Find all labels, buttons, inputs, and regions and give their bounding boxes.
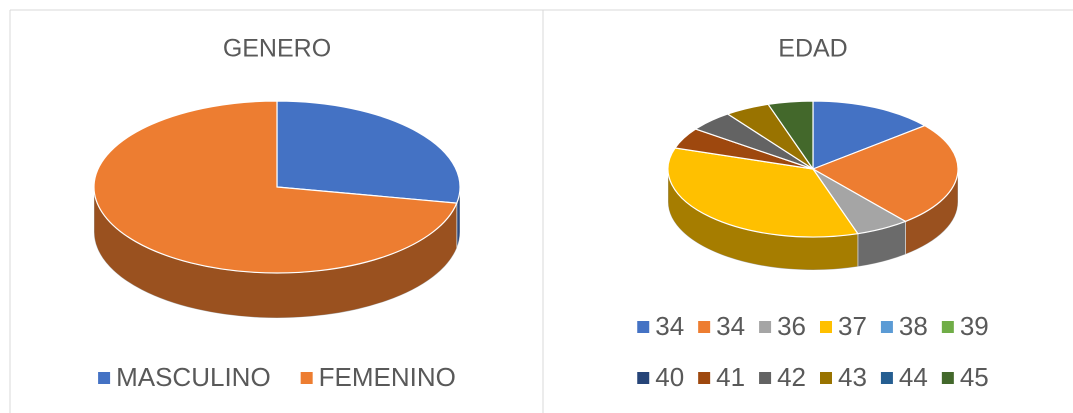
- legend-swatch: [941, 321, 954, 333]
- legend-item: 36: [759, 311, 806, 341]
- chart-title: GENERO: [223, 35, 331, 63]
- legend-label: 34: [655, 311, 684, 341]
- legend-label: 37: [838, 311, 867, 341]
- legend-swatch: [698, 372, 711, 384]
- legend-label: 42: [777, 362, 806, 392]
- legend: MASCULINO FEMENINO: [98, 362, 456, 392]
- legend-label: FEMENINO: [319, 362, 456, 392]
- slice-top: [812, 100, 927, 170]
- legend-swatch: [941, 372, 954, 384]
- legend-swatch: [820, 372, 832, 384]
- chart-title: EDAD: [778, 35, 847, 63]
- legend-label: 38: [899, 311, 928, 341]
- legend-item: 40: [637, 362, 684, 392]
- legend-swatch: [759, 372, 772, 384]
- legend-item: 38: [880, 311, 928, 341]
- legend-swatch: [880, 372, 893, 384]
- legend-item: 41: [698, 362, 745, 392]
- slice-top: [276, 100, 461, 204]
- pie-slice: [767, 100, 814, 171]
- slice-side-shade: [905, 169, 958, 255]
- pie-slice: [812, 168, 907, 268]
- slice-top: [93, 100, 458, 274]
- legend-label: 34: [716, 311, 745, 341]
- legend-swatch: [880, 321, 893, 333]
- slice-top: [767, 100, 814, 171]
- legend-item: 37: [820, 311, 867, 341]
- legend-label: MASCULINO: [116, 362, 271, 392]
- legend-item: 34: [637, 311, 684, 341]
- slice-side-shade: [668, 169, 858, 270]
- legend-item: 44: [880, 362, 928, 392]
- legend-swatch: [698, 321, 711, 333]
- legend: 34 34 36 37 38 39 40 41 42 43 44 45: [637, 311, 989, 392]
- legend-label: 39: [960, 311, 989, 341]
- legend-item: MASCULINO: [98, 362, 271, 392]
- legend-swatch: [98, 372, 111, 384]
- legend-label: 44: [899, 362, 928, 392]
- legend-item: 39: [941, 311, 989, 341]
- legend-item: 42: [759, 362, 806, 392]
- slice-side-shade: [857, 221, 906, 267]
- pie-slice: [667, 147, 859, 271]
- legend-item: 34: [698, 311, 745, 341]
- legend-swatch: [759, 321, 772, 333]
- slice-top: [667, 147, 859, 238]
- pie-slice: [811, 124, 959, 255]
- slice-top: [811, 124, 959, 223]
- legend-swatch: [637, 321, 650, 333]
- legend-label: 41: [716, 362, 745, 392]
- legend-swatch: [637, 372, 650, 384]
- legend-label: 45: [960, 362, 989, 392]
- slice-side-shade: [94, 187, 457, 318]
- legend-swatch: [300, 372, 313, 384]
- pie-slice: [812, 100, 927, 170]
- legend-label: 43: [838, 362, 867, 392]
- legend-label: 36: [777, 311, 806, 341]
- legend-item: 45: [941, 362, 989, 392]
- legend-item: 43: [820, 362, 867, 392]
- legend-label: 40: [655, 362, 684, 392]
- legend-swatch: [820, 321, 832, 333]
- legend-item: FEMENINO: [300, 362, 456, 392]
- pie-slice: [93, 100, 458, 319]
